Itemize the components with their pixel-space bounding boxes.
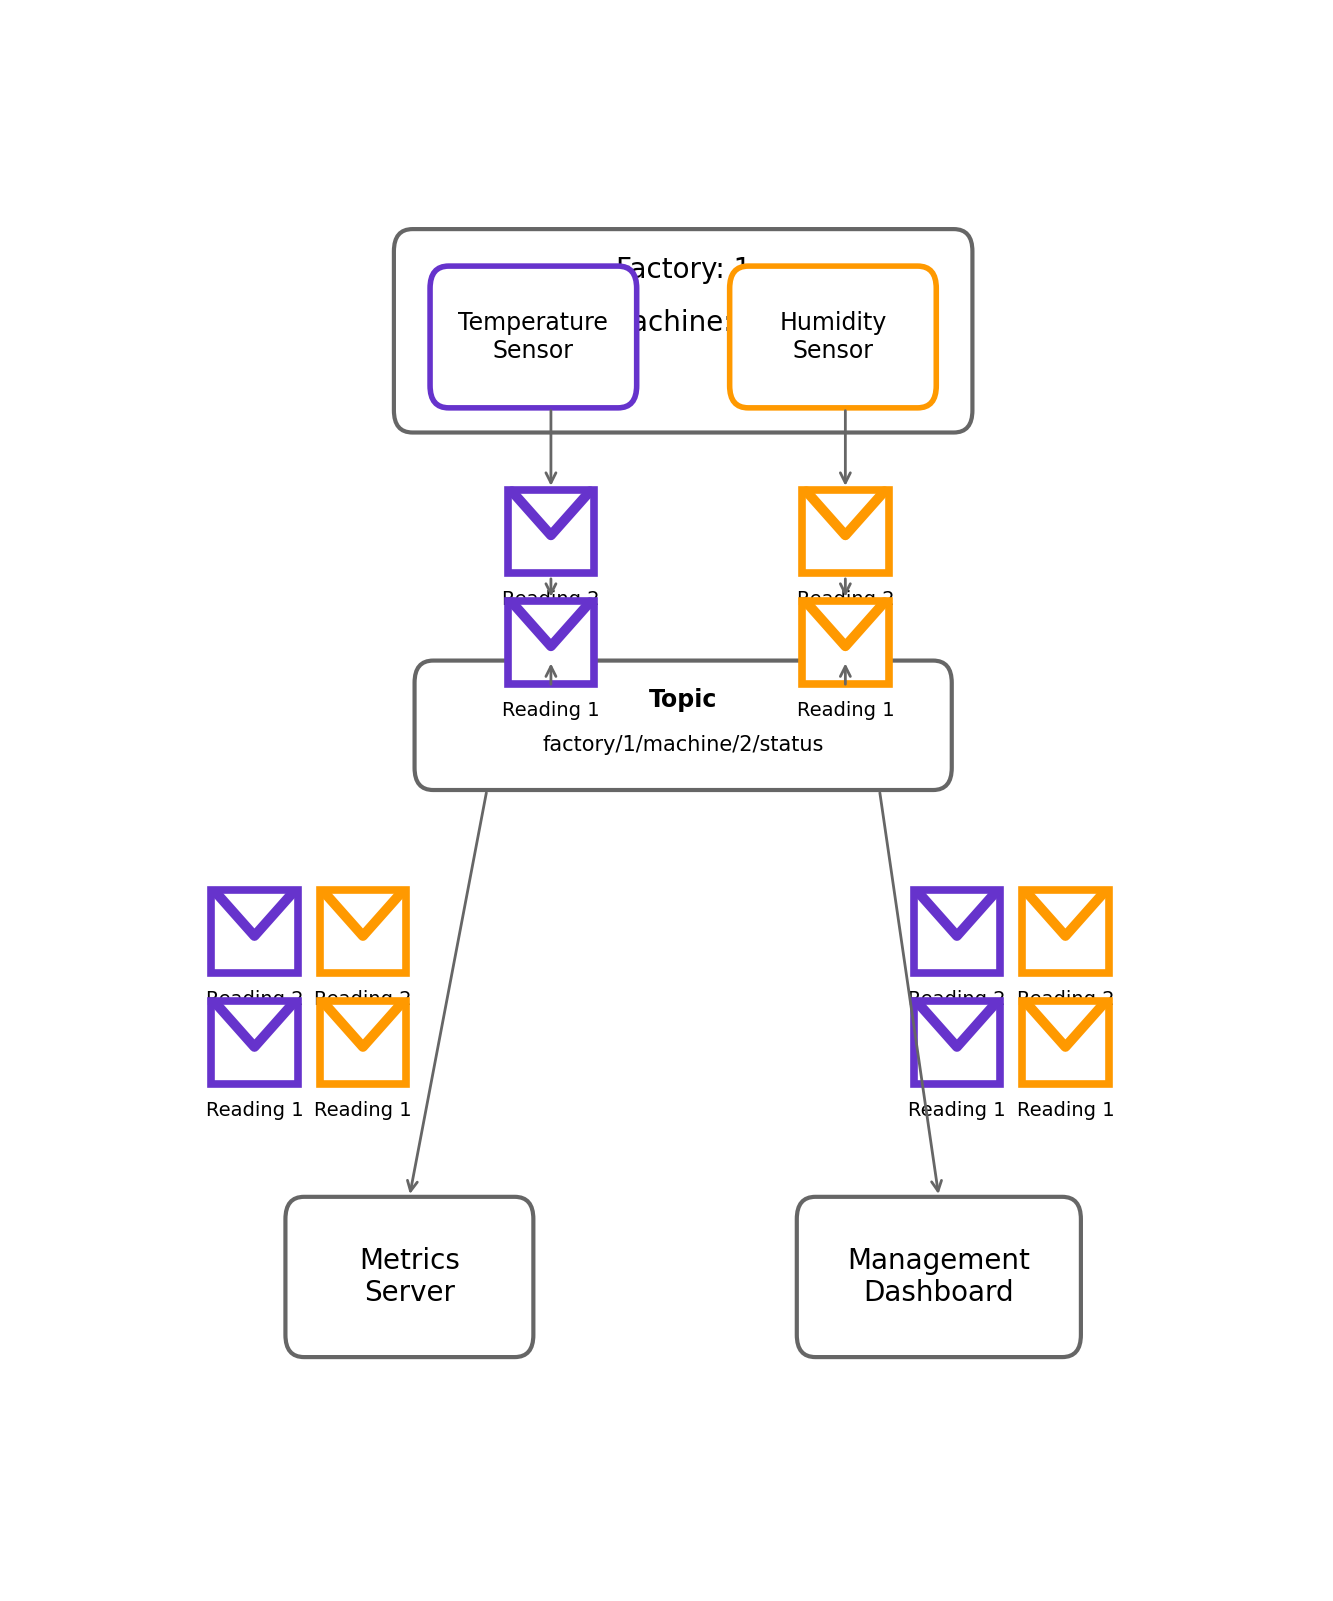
FancyBboxPatch shape — [729, 266, 936, 408]
FancyBboxPatch shape — [395, 229, 973, 432]
FancyBboxPatch shape — [1022, 890, 1109, 973]
FancyBboxPatch shape — [415, 661, 952, 789]
Text: Reading 2: Reading 2 — [315, 991, 412, 1009]
Text: Reading 1: Reading 1 — [1017, 1101, 1114, 1121]
Text: Topic: Topic — [649, 688, 717, 712]
FancyBboxPatch shape — [802, 600, 889, 684]
Text: Reading 2: Reading 2 — [503, 589, 600, 608]
FancyBboxPatch shape — [802, 490, 889, 573]
Text: Reading 1: Reading 1 — [503, 701, 600, 719]
FancyBboxPatch shape — [1022, 1001, 1109, 1084]
Text: Factory: 1: Factory: 1 — [616, 256, 750, 285]
FancyBboxPatch shape — [320, 890, 407, 973]
Text: Temperature
Sensor: Temperature Sensor — [459, 311, 608, 363]
FancyBboxPatch shape — [320, 1001, 407, 1084]
Text: Reading 1: Reading 1 — [797, 701, 894, 719]
FancyBboxPatch shape — [211, 890, 297, 973]
Text: Machine: 2: Machine: 2 — [607, 309, 760, 338]
FancyBboxPatch shape — [431, 266, 637, 408]
Text: Reading 1: Reading 1 — [205, 1101, 303, 1121]
Text: Reading 2: Reading 2 — [797, 589, 894, 608]
Text: Reading 1: Reading 1 — [908, 1101, 1005, 1121]
FancyBboxPatch shape — [913, 1001, 1000, 1084]
Text: Humidity
Sensor: Humidity Sensor — [780, 311, 886, 363]
Text: Reading 2: Reading 2 — [205, 991, 303, 1009]
Text: Management
Dashboard: Management Dashboard — [848, 1247, 1030, 1306]
Text: Reading 2: Reading 2 — [1017, 991, 1114, 1009]
FancyBboxPatch shape — [508, 600, 595, 684]
FancyBboxPatch shape — [797, 1198, 1081, 1358]
FancyBboxPatch shape — [508, 490, 595, 573]
Text: Reading 1: Reading 1 — [315, 1101, 412, 1121]
FancyBboxPatch shape — [285, 1198, 533, 1358]
FancyBboxPatch shape — [211, 1001, 297, 1084]
FancyBboxPatch shape — [913, 890, 1000, 973]
Text: Metrics
Server: Metrics Server — [359, 1247, 460, 1306]
Text: factory/1/machine/2/status: factory/1/machine/2/status — [543, 735, 824, 754]
Text: Reading 2: Reading 2 — [908, 991, 1005, 1009]
